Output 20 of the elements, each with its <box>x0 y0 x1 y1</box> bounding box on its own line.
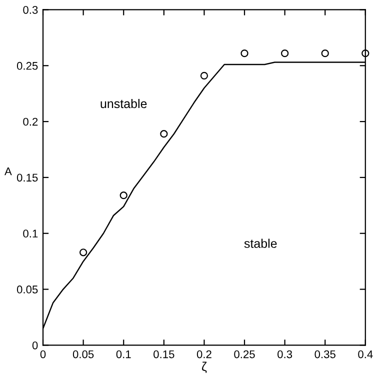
y-tick-label: 0 <box>32 341 38 350</box>
x-tick-label: 0.2 <box>196 350 212 358</box>
y-tick-label: 0.2 <box>23 118 38 126</box>
x-tick-label: 0.35 <box>314 350 336 358</box>
x-tick-label: 0.4 <box>358 350 373 358</box>
x-tick-label: 0.1 <box>116 350 131 358</box>
y-tick-label: 0.15 <box>16 174 38 182</box>
x-tick-label: 0.3 <box>278 350 292 358</box>
y-tick-label: 0.3 <box>23 6 38 14</box>
y-tick-label: 0.1 <box>23 230 38 238</box>
y-axis-title: A <box>4 168 12 176</box>
x-tick-label: 0.05 <box>72 350 94 358</box>
x-tick-label: 0.25 <box>234 350 255 358</box>
x-axis-title: ζ <box>202 362 207 374</box>
annotation: stable <box>244 238 277 248</box>
x-tick-label: 0.15 <box>154 350 174 358</box>
y-tick-label: 0.05 <box>16 286 38 294</box>
x-tick-label: 0 <box>40 350 46 358</box>
y-tick-label: 0.25 <box>16 62 38 70</box>
annotation: unstable <box>100 98 147 108</box>
